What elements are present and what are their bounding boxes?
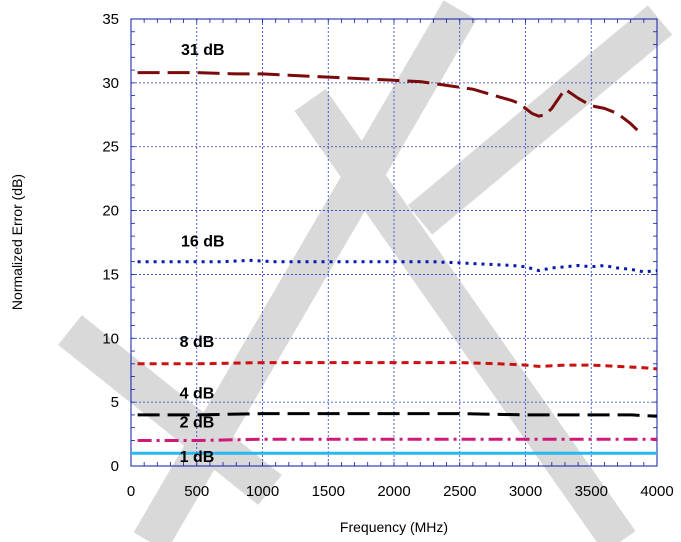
series-label: 1 dB [180,449,215,466]
x-tick-label: 2000 [377,483,410,500]
plot-area-frame [130,18,658,467]
x-tick-label: 0 [127,483,135,500]
series-line-31-db [137,71,639,132]
watermark-stripe [407,5,673,235]
y-tick-label: 20 [102,203,119,220]
y-tick-label: 25 [102,139,119,156]
series-label: 8 dB [180,334,215,351]
x-tick-label: 1000 [246,483,279,500]
y-tick-label: 15 [102,266,119,283]
y-tick-label: 0 [111,458,119,475]
series-line-4-db [137,412,658,418]
series-line-8-db [137,361,658,371]
watermark-stripe [294,89,636,542]
x-axis-title: Frequency (MHz) [340,519,448,535]
y-tick-labels: 0 5 10 15 20 25 30 35 [102,11,119,475]
series-label: 4 dB [180,385,215,402]
series-label: 2 dB [180,415,215,432]
series-label: 31 dB [181,42,225,59]
x-tick-label: 3000 [509,483,542,500]
series-annotations: 31 dB 16 dB 8 dB 4 dB 2 dB 1 dB [180,42,225,466]
series-line-16-db [137,258,658,274]
y-axis-title: Normalized Error (dB) [9,174,25,310]
y-tick-label: 30 [102,75,119,92]
y-tick-label: 5 [111,394,119,411]
watermark-stripes [58,0,673,542]
series-label: 16 dB [181,233,225,250]
x-tick-label: 2500 [443,483,476,500]
x-tick-label: 4000 [640,483,673,500]
x-tick-label: 500 [184,483,209,500]
x-tick-label: 1500 [312,483,345,500]
x-tick-label: 3500 [575,483,608,500]
y-tick-label: 10 [102,330,119,347]
grid [130,18,658,467]
series-layer [131,71,658,455]
y-tick-label: 35 [102,11,119,28]
x-tick-labels: 0 500 1000 1500 2000 2500 3000 3500 4000 [127,483,674,500]
series-line-2-db [137,437,657,442]
watermark-stripe [58,315,282,505]
